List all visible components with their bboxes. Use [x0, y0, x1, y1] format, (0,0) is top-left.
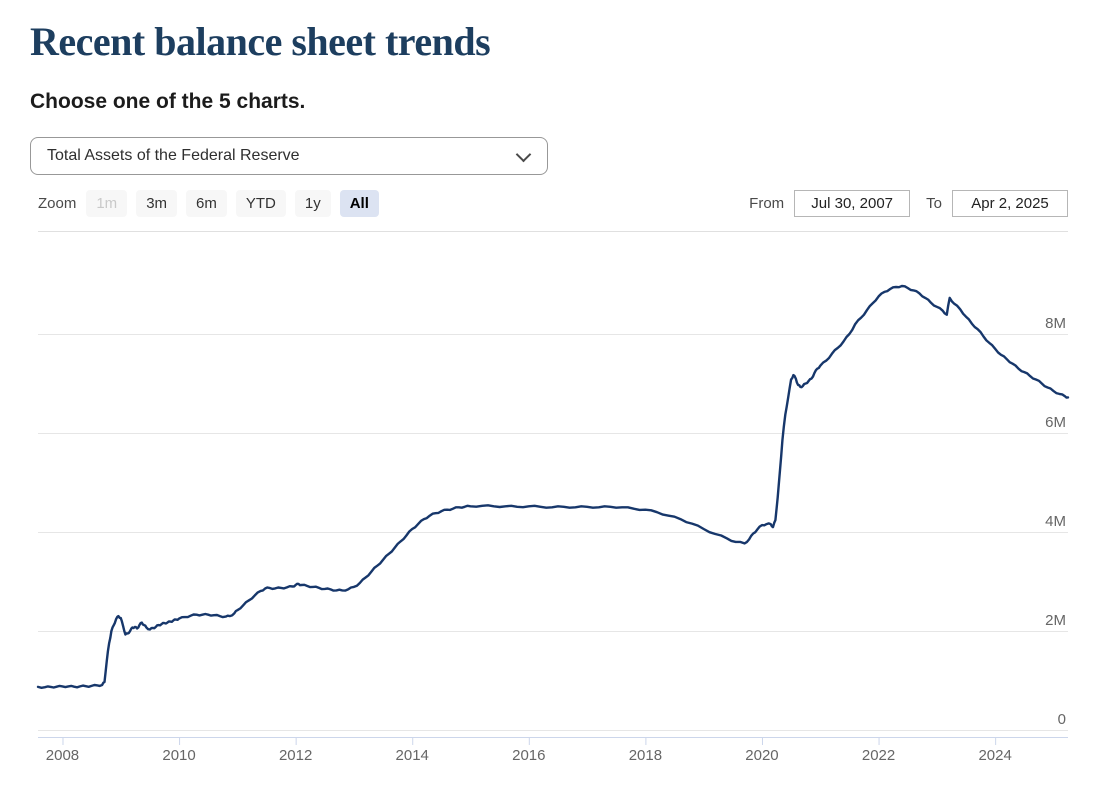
chart-toolbar: Zoom 1m 3m 6m YTD 1y All From To	[38, 189, 1068, 217]
x-axis-label-2010: 2010	[162, 747, 195, 764]
zoom-button-1y[interactable]: 1y	[294, 189, 331, 217]
y-axis-label-6M: 6M	[1045, 414, 1066, 431]
y-axis-label-0: 0	[1058, 711, 1066, 728]
line-chart[interactable]: 0 2M 4M 6M 8M 2008 2010 2012 2014 2016 2018 2020 202…	[0, 233, 1100, 786]
from-date-input[interactable]	[794, 189, 911, 217]
x-axis-label-2020: 2020	[745, 747, 778, 764]
series-line-total-assets[interactable]	[36, 284, 1070, 689]
zoom-button-all[interactable]: All	[339, 189, 379, 217]
zoom-button-1m: 1m	[86, 189, 128, 217]
zoom-label: Zoom	[38, 194, 77, 212]
toolbar-divider	[38, 231, 1068, 232]
x-axis-label-2014: 2014	[396, 747, 429, 764]
y-axis-label-8M: 8M	[1045, 315, 1066, 332]
to-label: To	[926, 194, 942, 212]
x-axis-label-2008: 2008	[46, 747, 79, 764]
from-label: From	[749, 194, 785, 212]
zoom-button-ytd[interactable]: YTD	[235, 189, 286, 217]
zoom-button-3m[interactable]: 3m	[136, 189, 178, 217]
page-title: Recent balance sheet trends	[30, 19, 491, 64]
x-axis-label-2018: 2018	[629, 747, 662, 764]
chart-select-value: Total Assets of the Federal Reserve	[47, 147, 300, 164]
y-axis-label-2M: 2M	[1045, 612, 1066, 629]
chevron-down-icon	[515, 146, 532, 162]
chart-select-dropdown[interactable]: Total Assets of the Federal Reserve	[30, 137, 548, 175]
x-axis-label-2022: 2022	[862, 747, 895, 764]
chart-area[interactable]: 0 2M 4M 6M 8M 2008 2010 2012 2014 2016 2018 2020 202…	[0, 233, 1100, 786]
page-subtitle: Choose one of the 5 charts.	[30, 90, 306, 113]
x-axis-label-2016: 2016	[512, 747, 545, 764]
x-axis-label-2024: 2024	[978, 747, 1011, 764]
zoom-button-group: 1m 3m 6m YTD 1y All	[86, 189, 388, 217]
zoom-button-6m[interactable]: 6m	[186, 189, 227, 217]
to-date-input[interactable]	[952, 189, 1068, 217]
date-range-group: From To	[749, 189, 1068, 217]
x-axis-label-2012: 2012	[279, 747, 312, 764]
y-axis-label-4M: 4M	[1045, 513, 1066, 530]
